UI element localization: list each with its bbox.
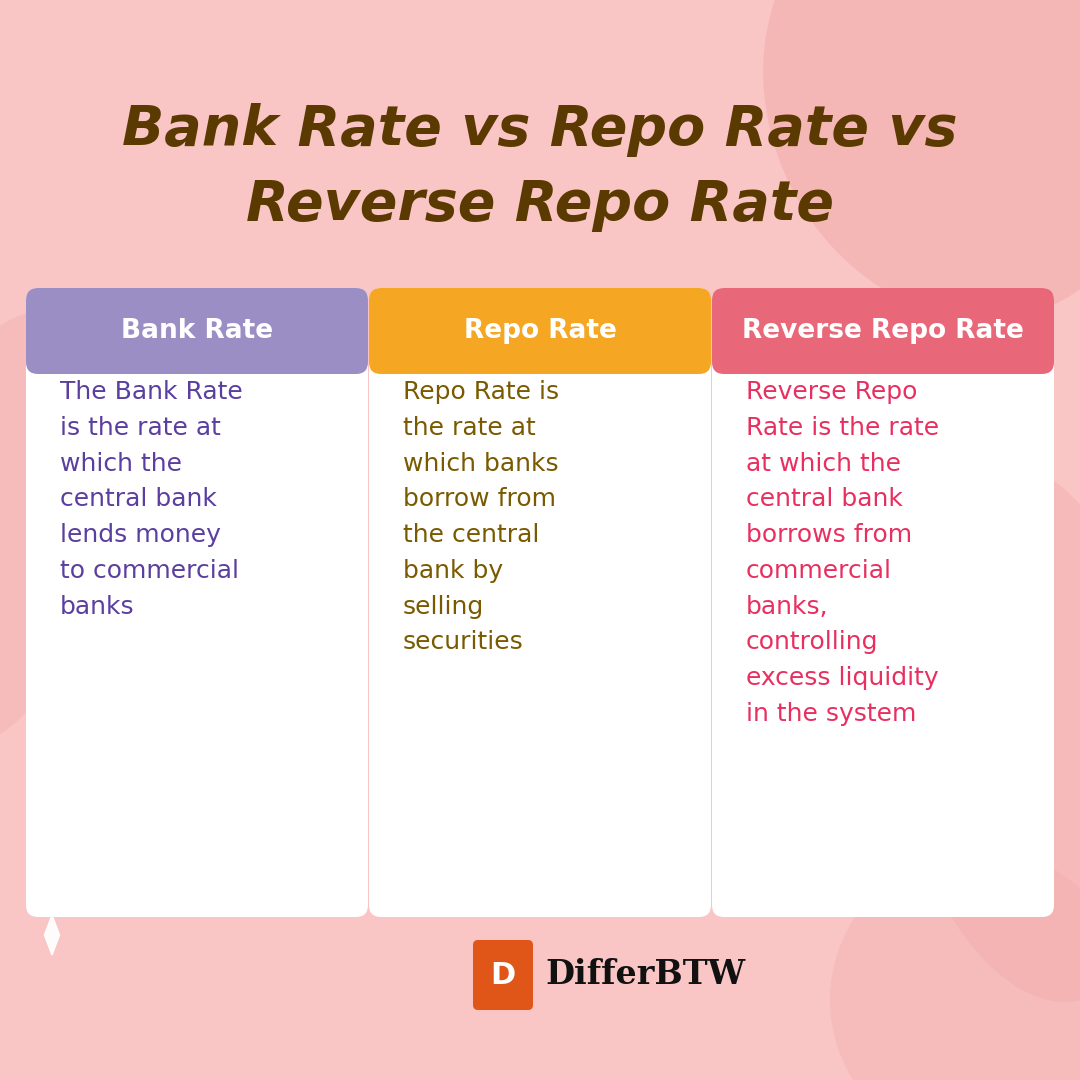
Text: D: D — [490, 960, 515, 989]
Text: Repo Rate: Repo Rate — [463, 318, 617, 345]
Text: Repo Rate is
the rate at
which banks
borrow from
the central
bank by
selling
sec: Repo Rate is the rate at which banks bor… — [403, 380, 559, 654]
FancyBboxPatch shape — [26, 288, 368, 374]
Ellipse shape — [764, 0, 1080, 320]
Text: Reverse Repo Rate: Reverse Repo Rate — [246, 178, 834, 232]
FancyBboxPatch shape — [369, 288, 711, 917]
Polygon shape — [67, 356, 78, 384]
FancyBboxPatch shape — [724, 330, 1042, 362]
FancyBboxPatch shape — [381, 330, 699, 362]
Text: Bank Rate vs Repo Rate vs: Bank Rate vs Repo Rate vs — [122, 103, 958, 157]
Polygon shape — [124, 384, 132, 406]
Polygon shape — [103, 305, 118, 345]
FancyBboxPatch shape — [712, 288, 1054, 374]
Polygon shape — [44, 915, 59, 955]
Ellipse shape — [831, 850, 1080, 1080]
FancyBboxPatch shape — [473, 940, 534, 1010]
Text: DifferBTW: DifferBTW — [545, 959, 745, 991]
Text: Reverse Repo
Rate is the rate
at which the
central bank
borrows from
commercial
: Reverse Repo Rate is the rate at which t… — [746, 380, 940, 726]
Ellipse shape — [885, 458, 1080, 1002]
FancyBboxPatch shape — [369, 288, 711, 374]
Ellipse shape — [0, 311, 121, 750]
Text: Reverse Repo Rate: Reverse Repo Rate — [742, 318, 1024, 345]
FancyBboxPatch shape — [712, 288, 1054, 917]
Text: The Bank Rate
is the rate at
which the
central bank
lends money
to commercial
ba: The Bank Rate is the rate at which the c… — [60, 380, 243, 619]
Text: Bank Rate: Bank Rate — [121, 318, 273, 345]
FancyBboxPatch shape — [26, 288, 368, 917]
FancyBboxPatch shape — [38, 330, 356, 362]
